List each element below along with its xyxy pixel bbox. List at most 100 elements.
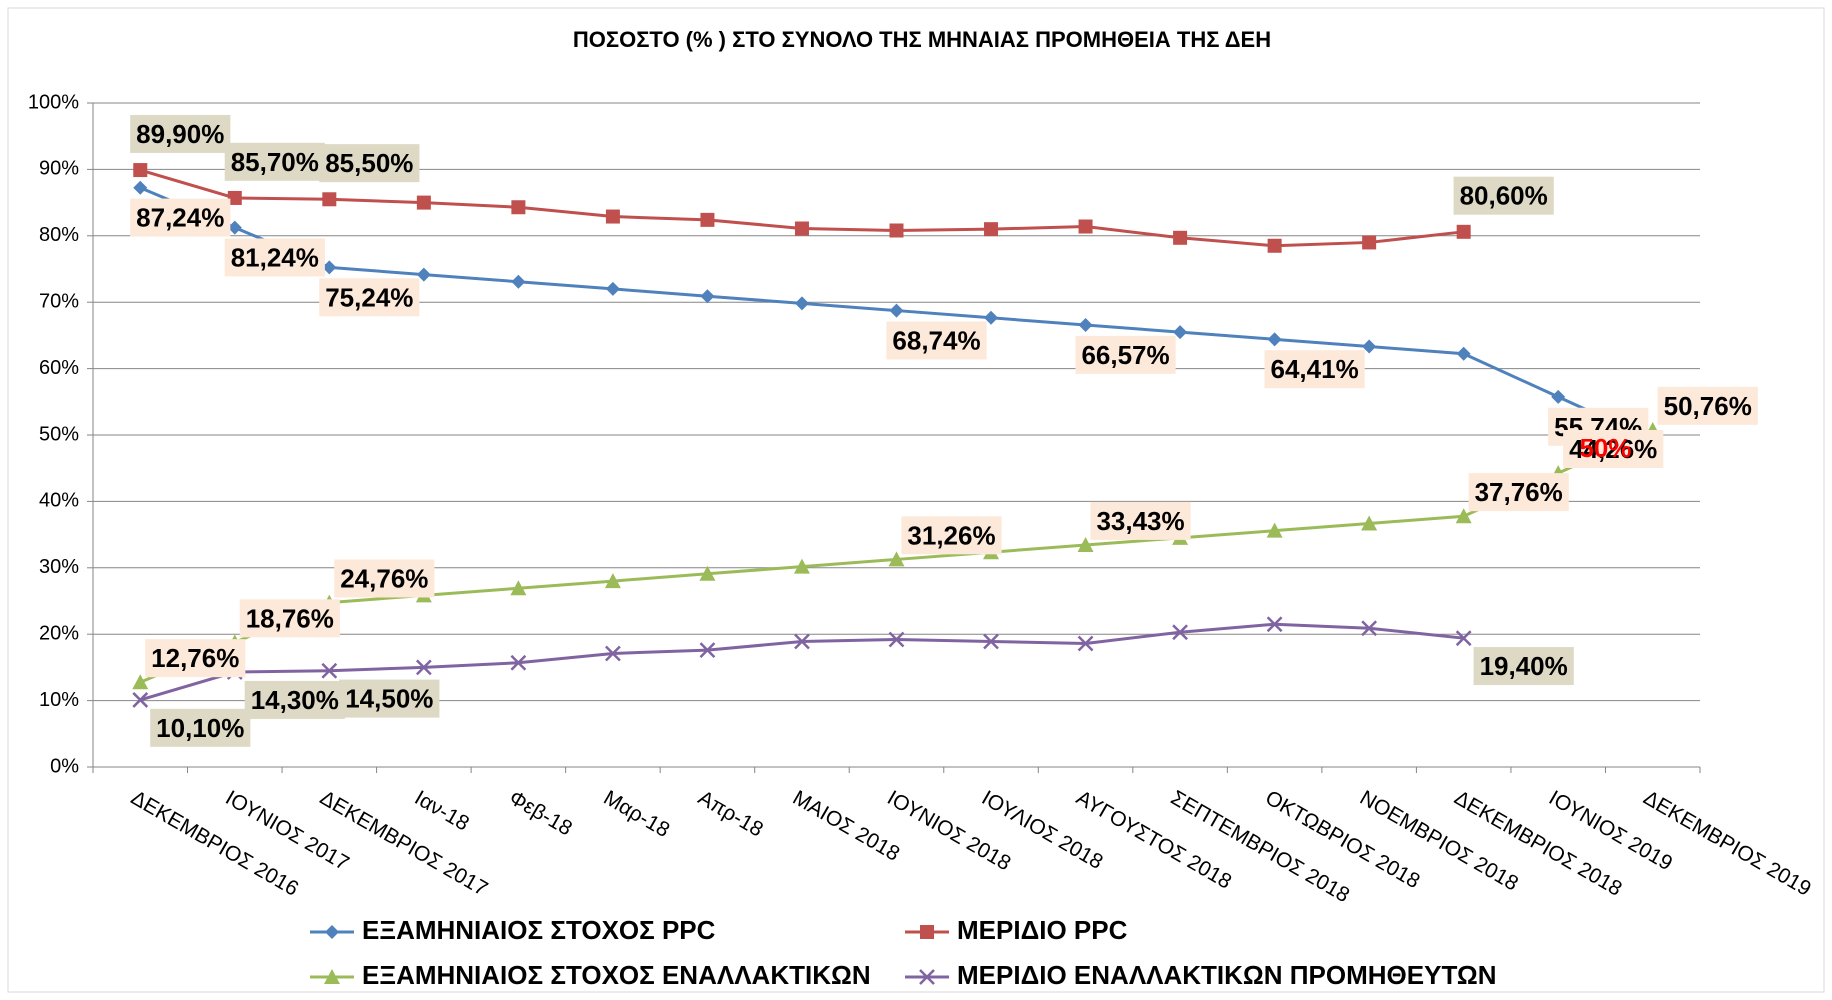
data-label-box (224, 142, 325, 181)
point (321, 662, 338, 679)
y-tick-label: 60% (39, 357, 79, 379)
data-label: 68,74% (892, 325, 980, 355)
data-label-box (319, 144, 420, 183)
data-label-box (145, 639, 246, 678)
chart-title: ΠΟΣΟΣΤΟ (% ) ΣΤΟ ΣΥΝΟΛΟ ΤΗΣ ΜΗΝΑΙΑΣ ΠΡΟΜ… (573, 27, 1271, 52)
data-label-box (150, 708, 251, 747)
point (510, 580, 527, 596)
data-label-box (1563, 429, 1664, 468)
data-label: 50,76% (1664, 391, 1752, 421)
point (133, 163, 148, 178)
point (1078, 317, 1093, 332)
data-label-box (130, 198, 231, 237)
data-label-box (1453, 176, 1554, 215)
point (1362, 339, 1377, 354)
data-label: 14,50% (345, 684, 433, 714)
y-tick-label: 50% (39, 423, 79, 445)
point (132, 674, 149, 690)
data-label-box (901, 516, 1002, 555)
point (1173, 325, 1188, 340)
point (889, 223, 904, 238)
y-tick-label: 80% (39, 224, 79, 246)
point (699, 642, 716, 659)
data-label: 10,10% (156, 713, 244, 743)
point (1267, 238, 1282, 253)
point (322, 192, 337, 207)
data-label: 80,60% (1460, 181, 1548, 211)
y-tick-label: 100% (28, 91, 79, 113)
data-label-box (1657, 386, 1758, 425)
point (1456, 346, 1471, 361)
data-label-box (1473, 647, 1574, 686)
point (888, 631, 905, 648)
y-tick-label: 20% (39, 622, 79, 644)
legend-marker (920, 925, 934, 939)
point (794, 633, 810, 650)
legend-label: ΕΞΑΜΗΝΙΑΙΟΣ ΣΤΟΧΟΣ PPC (362, 915, 716, 945)
point (511, 274, 526, 289)
y-tick-label: 10% (39, 689, 79, 711)
legend-label: ΜΕΡΙΔΙΟ ΕΝΑΛΛΑΚΤΙΚΩΝ ΠΡΟΜΗΘΕΥΤΩΝ (957, 960, 1497, 990)
data-label: 33,43% (1096, 506, 1184, 536)
data-label: 81,24% (231, 242, 319, 272)
point (227, 220, 242, 235)
point (605, 281, 620, 296)
data-label-box (886, 321, 987, 360)
point (1266, 616, 1283, 633)
data-label-box (1468, 473, 1569, 512)
point (132, 692, 149, 708)
data-label-box (334, 559, 435, 598)
point (227, 190, 242, 205)
y-tick-label: 70% (39, 290, 79, 312)
data-label: 75,24% (325, 282, 413, 312)
point (699, 565, 716, 581)
point (1456, 224, 1471, 239)
data-label: 87,24% (136, 203, 224, 233)
data-label: 89,90% (136, 119, 224, 149)
point (133, 180, 148, 195)
data-label-box (130, 114, 231, 153)
point (889, 303, 904, 318)
point (1266, 522, 1283, 538)
point (604, 573, 621, 589)
point (322, 260, 337, 275)
data-label: 64,41% (1271, 354, 1359, 384)
point (605, 209, 620, 224)
y-tick-label: 30% (39, 556, 79, 578)
y-tick-label: 90% (39, 158, 79, 180)
data-label: 37,76% (1475, 477, 1563, 507)
point (700, 289, 715, 304)
point (510, 654, 527, 671)
point (1362, 235, 1377, 250)
point (983, 633, 999, 650)
data-label-box (224, 238, 325, 277)
point (1078, 219, 1093, 234)
data-label: 24,76% (340, 563, 428, 593)
data-label: 66,57% (1081, 340, 1169, 370)
legend-marker (325, 925, 339, 939)
data-label-box (239, 599, 340, 638)
point (794, 296, 809, 311)
annotation: 50% (1579, 433, 1631, 463)
point (1361, 620, 1378, 637)
y-tick-label: 0% (50, 755, 79, 777)
data-label-box (1264, 350, 1365, 389)
point (511, 200, 526, 215)
data-label: 18,76% (246, 603, 334, 633)
data-label: 19,40% (1480, 651, 1568, 681)
data-label: 14,30% (251, 685, 339, 715)
point (888, 551, 905, 567)
y-tick-label: 40% (39, 490, 79, 512)
point (1455, 630, 1472, 647)
point (1172, 624, 1188, 641)
data-label-box (319, 278, 420, 317)
point (1361, 515, 1378, 531)
data-label: 85,70% (231, 147, 319, 177)
data-label: 31,26% (907, 520, 995, 550)
point (415, 659, 432, 676)
point (1077, 537, 1094, 553)
point (1077, 635, 1094, 652)
data-label-box (1090, 501, 1191, 540)
data-label-box (1075, 335, 1176, 374)
